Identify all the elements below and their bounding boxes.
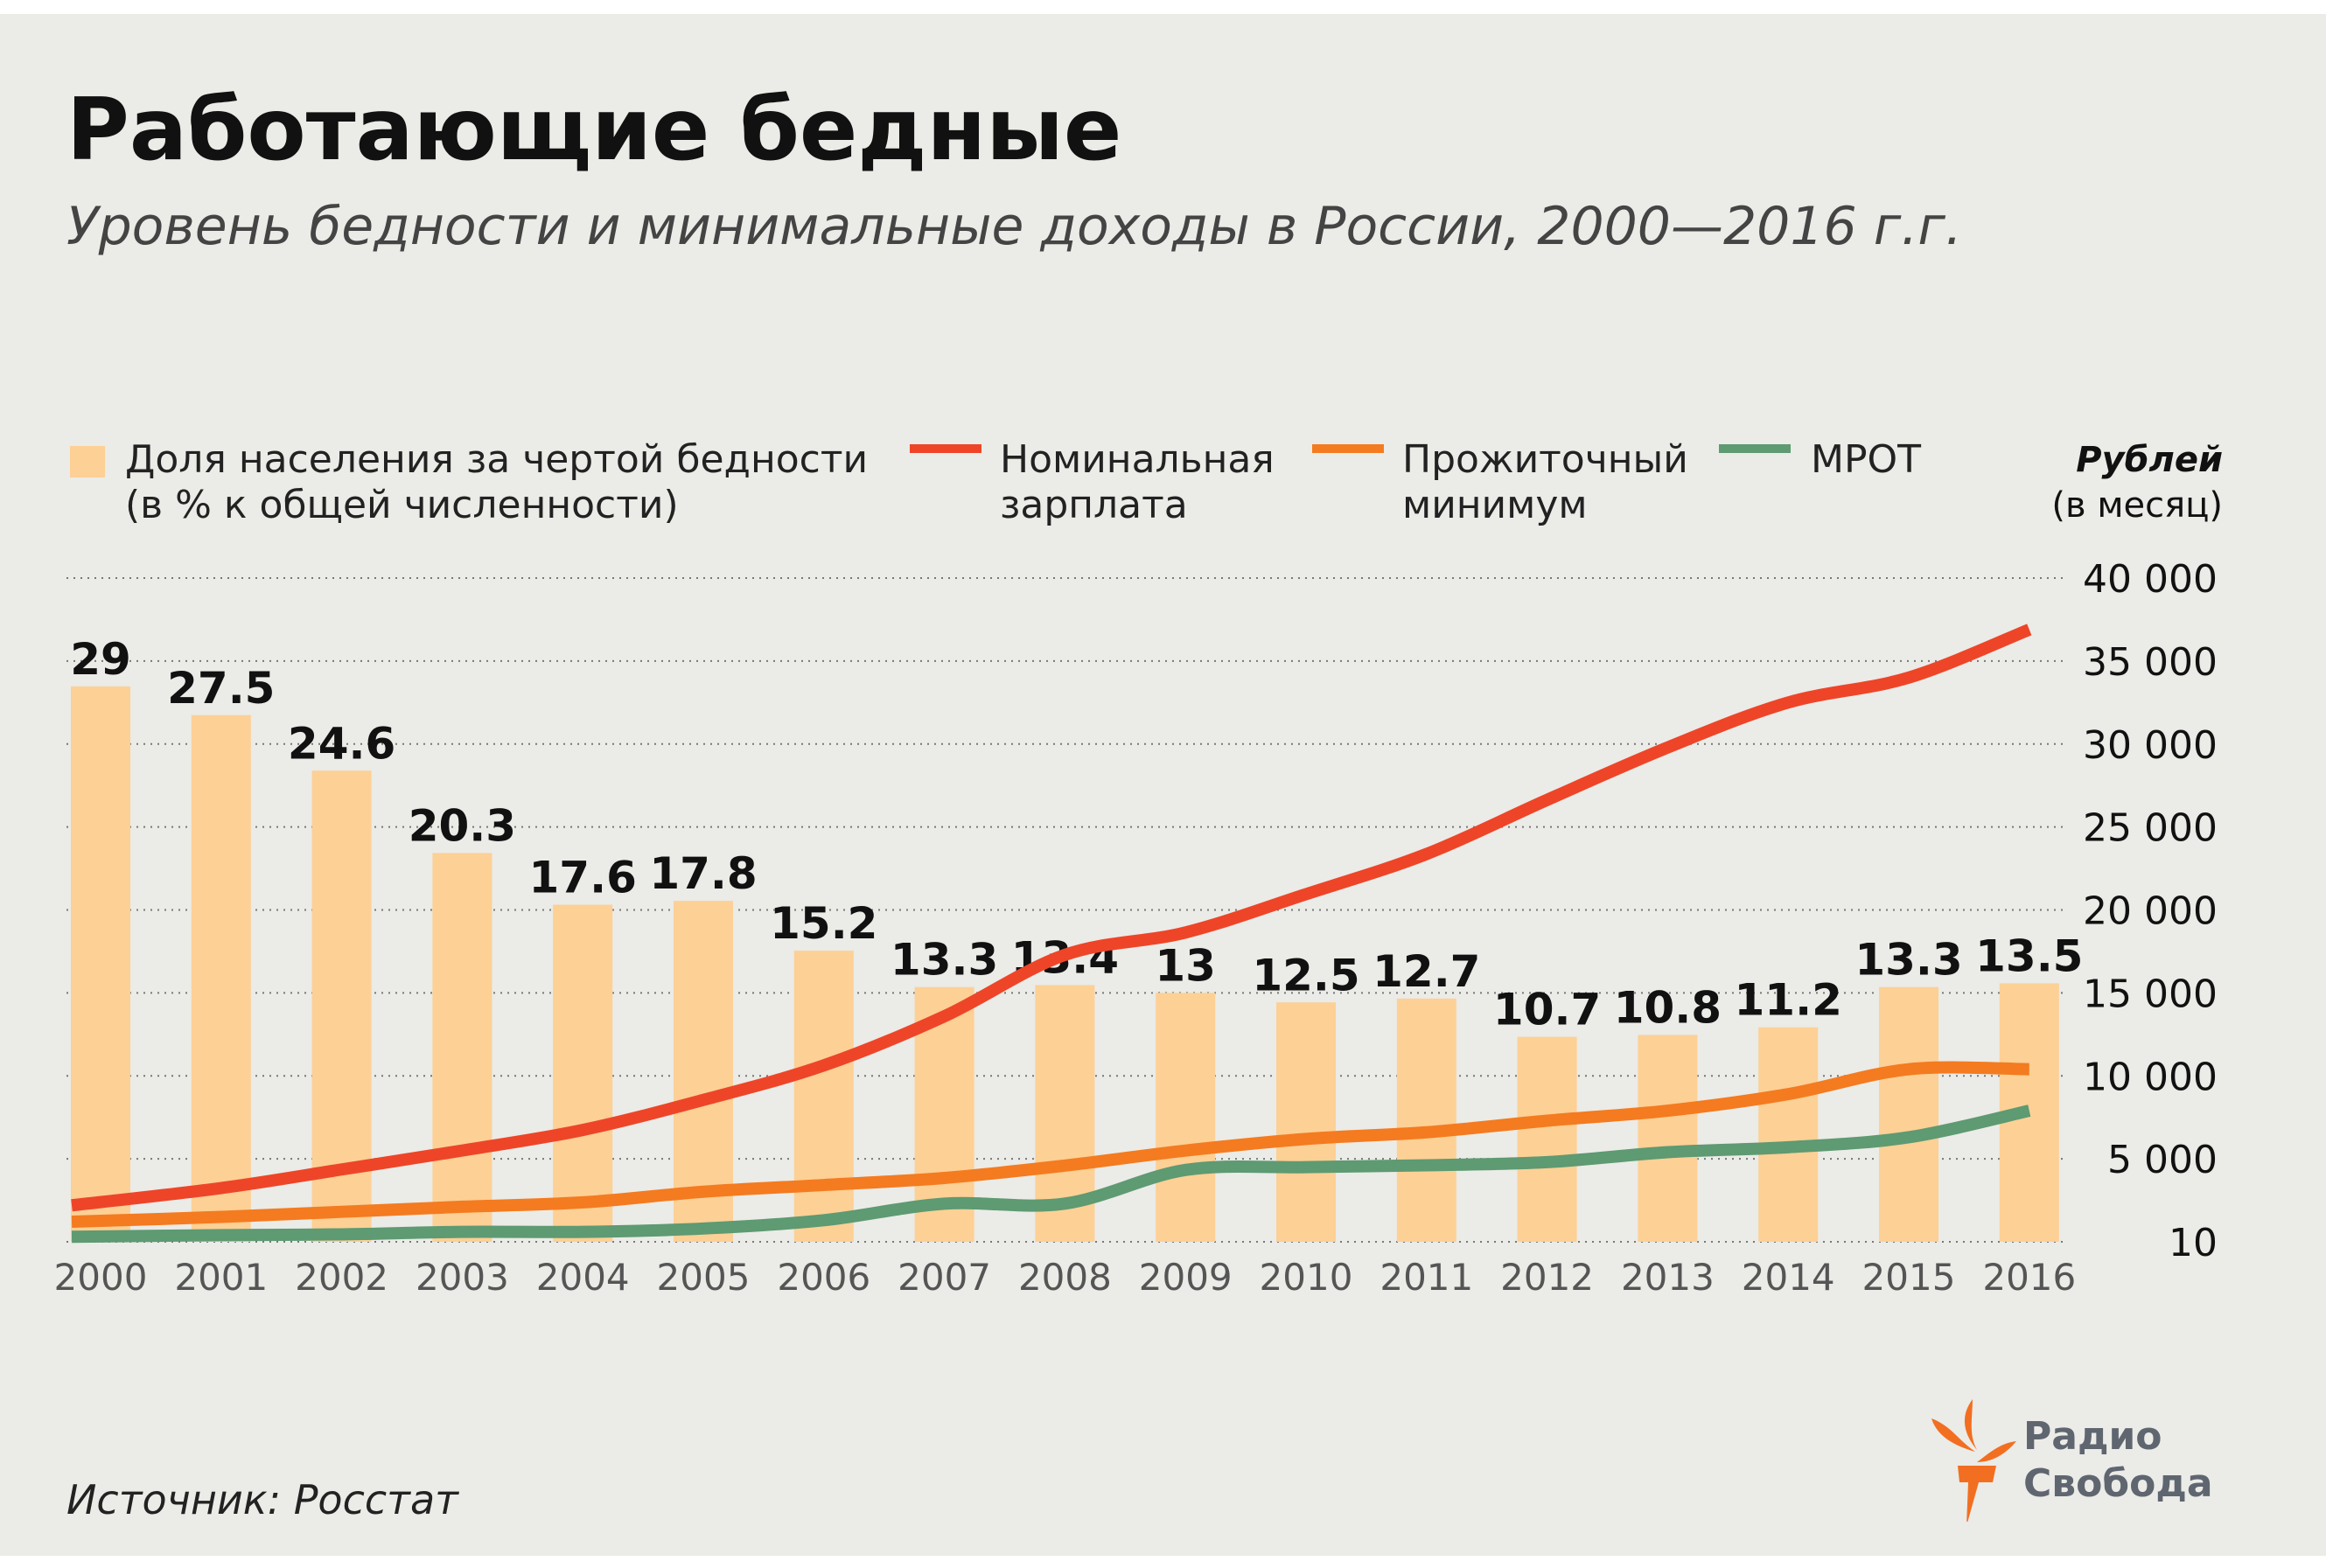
legend-mrot-line1: МРОТ	[1811, 437, 1922, 482]
legend-subsistence-line2: минимум	[1402, 483, 1588, 527]
logo-line1: Радио	[2023, 1414, 2162, 1459]
x-tick-label: 2009	[1139, 1256, 1233, 1299]
x-tick-label: 2006	[777, 1256, 870, 1299]
x-tick-label: 2015	[1862, 1256, 1956, 1299]
series-line	[71, 1061, 2029, 1229]
x-tick-label: 2008	[1018, 1256, 1112, 1299]
bar-label: 29	[70, 634, 131, 685]
legend-swatch-bars	[70, 446, 105, 477]
bar	[1517, 1036, 1577, 1242]
bar-label: 27.5	[167, 663, 275, 714]
x-tick-label: 2010	[1260, 1256, 1353, 1299]
y-tick-label: 10 000	[2083, 1055, 2218, 1099]
x-tick-label: 2001	[174, 1256, 268, 1299]
bar-label: 13.3	[891, 935, 998, 986]
top-border	[0, 0, 2326, 14]
bar-label: 11.2	[1735, 975, 1842, 1026]
x-tick-label: 2011	[1380, 1256, 1473, 1299]
x-tick-label: 2007	[898, 1256, 991, 1299]
bar	[1276, 1002, 1336, 1242]
x-tick-label: 2003	[416, 1256, 509, 1299]
bar	[1638, 1035, 1698, 1242]
page-subtitle: Уровень бедности и минимальные доходы в …	[66, 196, 1962, 257]
legend-bars: Доля населения за чертой бедности (в % к…	[125, 437, 868, 528]
legend-bars-line1: Доля населения за чертой бедности	[125, 437, 869, 482]
axis-unit-title: Рублей	[2076, 440, 2223, 480]
bar-label: 13.3	[1855, 935, 1962, 986]
bar	[432, 853, 492, 1242]
bar	[1156, 993, 1216, 1242]
y-tick-label: 30 000	[2083, 723, 2218, 768]
legend-mrot: МРОТ	[1811, 437, 1921, 483]
bar-label: 12.7	[1373, 946, 1480, 997]
x-tick-label: 2005	[657, 1256, 751, 1299]
bar	[1396, 998, 1456, 1242]
y-tick-label: 35 000	[2083, 640, 2218, 685]
x-tick-label: 2014	[1742, 1256, 1835, 1299]
legend-swatch-wage	[910, 444, 981, 453]
legend-swatch-mrot	[1719, 444, 1791, 453]
x-tick-label: 2000	[54, 1256, 148, 1299]
bar-label: 12.5	[1252, 950, 1359, 1000]
bar-label: 13	[1155, 940, 1216, 991]
bar-label: 13.5	[1975, 930, 2083, 981]
bar-label: 10.8	[1614, 982, 1722, 1033]
bar	[191, 714, 251, 1242]
bar-label: 10.7	[1493, 985, 1601, 1035]
x-tick-label: 2016	[1982, 1256, 2076, 1299]
y-tick-label: 20 000	[2083, 889, 2218, 934]
y-tick-label: 5 000	[2107, 1138, 2218, 1182]
bar	[793, 951, 854, 1242]
source-note: Источник: Росстат	[66, 1476, 458, 1523]
page-title: Работающие бедные	[66, 80, 1122, 180]
x-tick-label: 2004	[536, 1256, 630, 1299]
series-line	[71, 1105, 2031, 1244]
legend-subsistence: Прожиточный минимум	[1402, 437, 1688, 528]
bar-label: 20.3	[409, 800, 516, 851]
bar-label: 15.2	[770, 898, 877, 949]
bar-label: 17.8	[649, 848, 757, 899]
logo-line2: Свобода	[2023, 1461, 2213, 1506]
y-tick-label: 40 000	[2083, 557, 2218, 602]
legend-wage-line2: зарплата	[1000, 483, 1188, 527]
bar	[71, 686, 130, 1242]
legend-bars-line2: (в % к общей численности)	[125, 483, 679, 527]
torch-icon	[1931, 1399, 2016, 1522]
axis-unit-subtitle: (в месяц)	[2051, 485, 2223, 526]
bar	[1758, 1027, 1819, 1242]
y-tick-label: 15 000	[2083, 972, 2218, 1016]
logo-text: Радио Свобода	[2023, 1413, 2213, 1508]
bar	[553, 904, 613, 1242]
legend-subsistence-line1: Прожиточный	[1402, 437, 1688, 482]
bar-label: 24.6	[288, 718, 395, 769]
y-tick-label: 25 000	[2083, 806, 2218, 851]
x-tick-label: 2012	[1500, 1256, 1594, 1299]
y-tick-label: 10	[2169, 1221, 2218, 1265]
series-line	[71, 624, 2032, 1212]
legend-swatch-subsistence	[1312, 444, 1384, 453]
legend-wage-line1: Номинальная	[1000, 437, 1275, 482]
x-tick-label: 2013	[1621, 1256, 1715, 1299]
axis-unit: Рублей (в месяц)	[2051, 437, 2223, 528]
x-tick-label: 2002	[295, 1256, 388, 1299]
bar-label: 17.6	[529, 853, 637, 903]
bar	[1879, 986, 1938, 1242]
legend-wage: Номинальная зарплата	[1000, 437, 1275, 528]
bottom-border	[0, 1556, 2326, 1568]
